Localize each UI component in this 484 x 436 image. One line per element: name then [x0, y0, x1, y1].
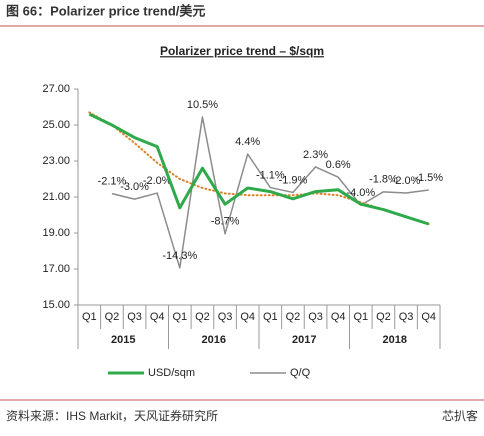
- y-tick-label: 17.00: [42, 263, 70, 275]
- series-line: [88, 112, 430, 226]
- data-label: 10.5%: [187, 99, 218, 111]
- data-label: 0.6%: [326, 159, 351, 171]
- data-label: -2.1%: [98, 176, 127, 188]
- data-label: -2.0%: [143, 175, 172, 187]
- data-label: -1.9%: [279, 174, 308, 186]
- data-label: 2.3%: [303, 149, 328, 161]
- y-tick-label: 25.00: [42, 119, 70, 131]
- x-tick-label: Q4: [240, 311, 255, 323]
- data-label: -8.7%: [211, 216, 240, 228]
- y-tick-label: 23.00: [42, 155, 70, 167]
- data-label: 4.4%: [235, 136, 260, 148]
- x-tick-label: Q4: [331, 311, 346, 323]
- x-tick-label: Q2: [286, 311, 301, 323]
- y-tick-label: 21.00: [42, 191, 70, 203]
- data-label: -14.3%: [162, 250, 197, 262]
- x-tick-label: Q2: [105, 311, 120, 323]
- x-tick-label: Q4: [421, 311, 436, 323]
- watermark: 芯扒客: [442, 408, 478, 423]
- x-tick-label: Q2: [195, 311, 210, 323]
- source: 资料来源：IHS Markit，天风证券研究所: [6, 408, 218, 423]
- x-tick-label: Q1: [172, 311, 187, 323]
- data-label: -2.0%: [392, 175, 421, 187]
- data-label: -1.5%: [414, 172, 443, 184]
- x-group-label: 2016: [202, 334, 226, 346]
- x-group-label: 2017: [292, 334, 316, 346]
- y-tick-label: 19.00: [42, 227, 70, 239]
- header: 图 66：Polarizer price trend/美元: [6, 3, 205, 18]
- y-tick-label: 27.00: [42, 83, 70, 95]
- x-tick-label: Q1: [82, 311, 97, 323]
- x-tick-label: Q3: [399, 311, 414, 323]
- legend-label: USD/sqm: [148, 367, 195, 379]
- data-label: -1.8%: [369, 174, 398, 186]
- data-label: -3.0%: [120, 181, 149, 193]
- x-tick-label: Q1: [263, 311, 278, 323]
- x-tick-label: Q3: [127, 311, 142, 323]
- x-tick-label: Q2: [376, 311, 391, 323]
- x-tick-label: Q1: [353, 311, 368, 323]
- chart-title: Polarizer price trend – $/sqm: [160, 44, 324, 58]
- data-label: -4.0%: [346, 187, 375, 199]
- legend-label: Q/Q: [290, 367, 311, 379]
- y-tick-label: 15.00: [42, 299, 70, 311]
- data-label: -1.1%: [256, 169, 285, 181]
- series-line: [111, 116, 429, 269]
- x-group-label: 2018: [383, 334, 407, 346]
- x-tick-label: Q3: [308, 311, 323, 323]
- x-tick-label: Q4: [150, 311, 165, 323]
- x-tick-label: Q3: [218, 311, 233, 323]
- x-group-label: 2015: [111, 334, 135, 346]
